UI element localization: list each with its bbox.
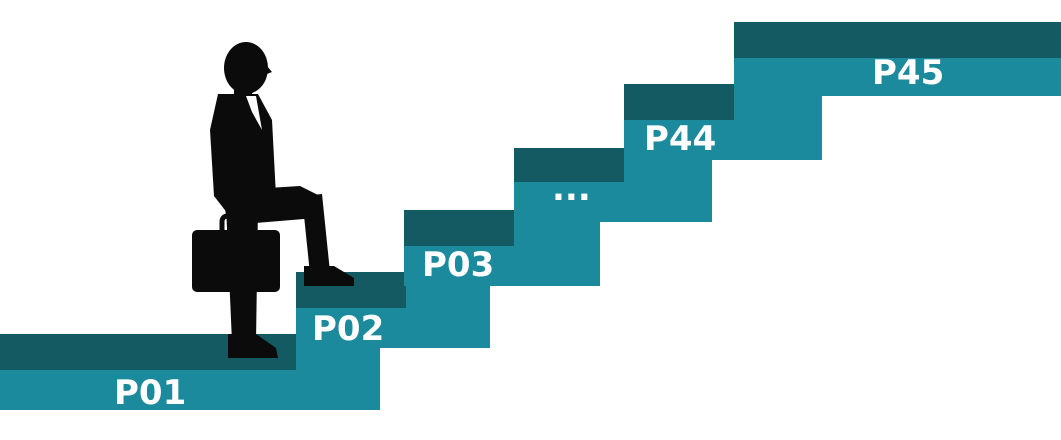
figure-standing-shoe [228, 334, 278, 358]
briefcase-body [192, 230, 280, 292]
step-2-label: P02 [312, 309, 384, 349]
staircase: P01 P02 P03 ... P44 P45 [0, 22, 1061, 413]
step-3-tread [404, 210, 514, 246]
step-1-label: P01 [114, 373, 186, 413]
figure-collar [246, 96, 262, 130]
figure-head [224, 42, 268, 94]
briefcase-handle [219, 213, 253, 232]
step-5: P44 [624, 84, 822, 160]
step-3-label: P03 [422, 245, 494, 285]
step-3: P03 [404, 210, 600, 286]
figure-raised-shin [302, 194, 330, 274]
step-4: ... [514, 148, 712, 222]
step-4-label: ... [552, 169, 591, 209]
step-5-tread [624, 84, 734, 120]
figure-arm [214, 120, 242, 216]
step-6-label: P45 [872, 53, 944, 93]
briefcase-icon [192, 213, 280, 292]
step-5-label: P44 [644, 119, 716, 159]
step-4-tread [514, 148, 624, 182]
figure-face [262, 60, 272, 76]
step-6-tread [734, 22, 1061, 58]
step-6: P45 [734, 22, 1061, 96]
figure-raised-shoe [304, 266, 354, 286]
